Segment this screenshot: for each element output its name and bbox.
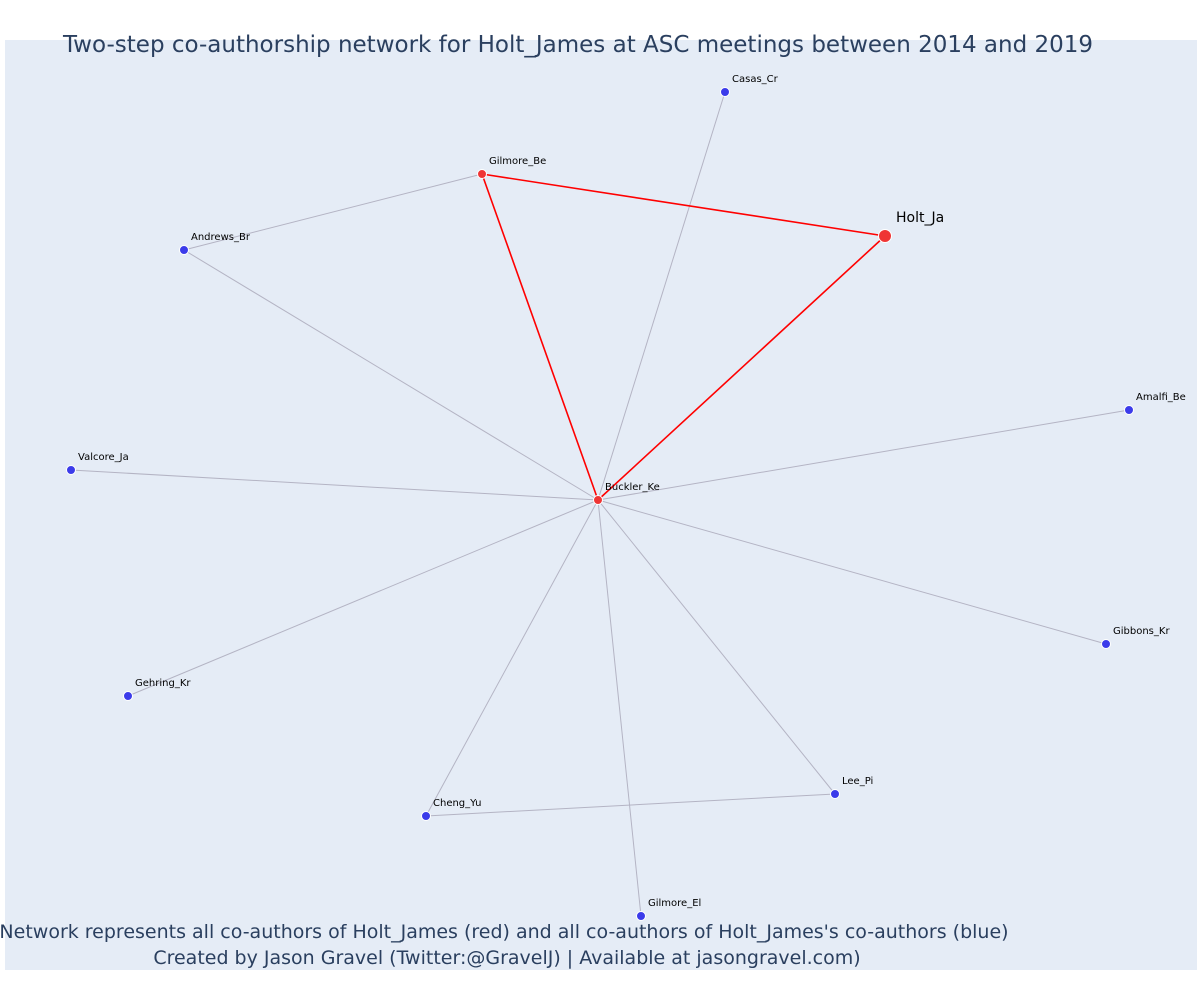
edge-gilmore-el-buckler-ke: [597, 499, 642, 917]
node-cheng-yu[interactable]: [421, 811, 431, 821]
nodes-layer: [66, 87, 1134, 921]
edge-gibbons-kr-buckler-ke: [597, 499, 1107, 645]
node-valcore-ja[interactable]: [66, 465, 76, 475]
labels-layer: Holt_Ja Gilmore_Be Buckler_Ke Casas_Cr Andre…: [78, 74, 1186, 909]
edge-andrews-br-gilmore-be: [183, 173, 483, 251]
node-holt-ja[interactable]: [878, 229, 892, 243]
edge-cheng-yu-lee-pi: [425, 793, 836, 817]
edge-amalfi-be-buckler-ke: [597, 409, 1130, 501]
edge-lee-pi-buckler-ke: [597, 499, 836, 795]
node-casas-cr[interactable]: [720, 87, 730, 97]
edge-gilmore-be-holt-ja: [481, 173, 886, 237]
node-label-gibbons-kr: Gibbons_Kr: [1113, 626, 1170, 637]
node-label-lee-pi: Lee_Pi: [842, 776, 873, 787]
node-gilmore-be[interactable]: [477, 169, 487, 179]
node-label-casas-cr: Casas_Cr: [732, 74, 779, 85]
edges-layer: [70, 91, 1130, 917]
caption-line-2: Created by Jason Gravel (Twitter:@Gravel…: [153, 947, 860, 969]
node-label-andrews-br: Andrews_Br: [191, 232, 251, 243]
node-buckler-ke[interactable]: [593, 495, 603, 505]
caption-line-1: Network represents all co-authors of Hol…: [0, 921, 1009, 943]
edge-gehring-kr-buckler-ke: [127, 499, 599, 697]
edge-andrews-br-buckler-ke: [183, 249, 599, 501]
edge-gilmore-be-buckler-ke: [481, 173, 599, 501]
node-label-gehring-kr: Gehring_Kr: [135, 678, 191, 689]
edge-valcore-ja-buckler-ke: [70, 469, 599, 501]
node-gilmore-el[interactable]: [636, 911, 646, 921]
node-amalfi-be[interactable]: [1124, 405, 1134, 415]
node-label-holt-ja: Holt_Ja: [896, 210, 944, 226]
node-label-gilmore-be: Gilmore_Be: [489, 156, 546, 167]
node-andrews-br[interactable]: [179, 245, 189, 255]
node-label-amalfi-be: Amalfi_Be: [1136, 392, 1186, 403]
node-label-gilmore-el: Gilmore_El: [648, 898, 701, 909]
node-lee-pi[interactable]: [830, 789, 840, 799]
chart-title: Two-step co-authorship network for Holt_…: [62, 32, 1093, 58]
edge-cheng-yu-buckler-ke: [425, 499, 599, 817]
node-label-buckler-ke: Buckler_Ke: [605, 482, 660, 493]
node-gibbons-kr[interactable]: [1101, 639, 1111, 649]
node-label-valcore-ja: Valcore_Ja: [78, 452, 129, 463]
plot-background: [5, 40, 1197, 970]
node-gehring-kr[interactable]: [123, 691, 133, 701]
edge-buckler-ke-holt-ja: [597, 235, 886, 501]
edge-casas-cr-buckler-ke: [597, 91, 726, 501]
node-label-cheng-yu: Cheng_Yu: [433, 798, 481, 809]
